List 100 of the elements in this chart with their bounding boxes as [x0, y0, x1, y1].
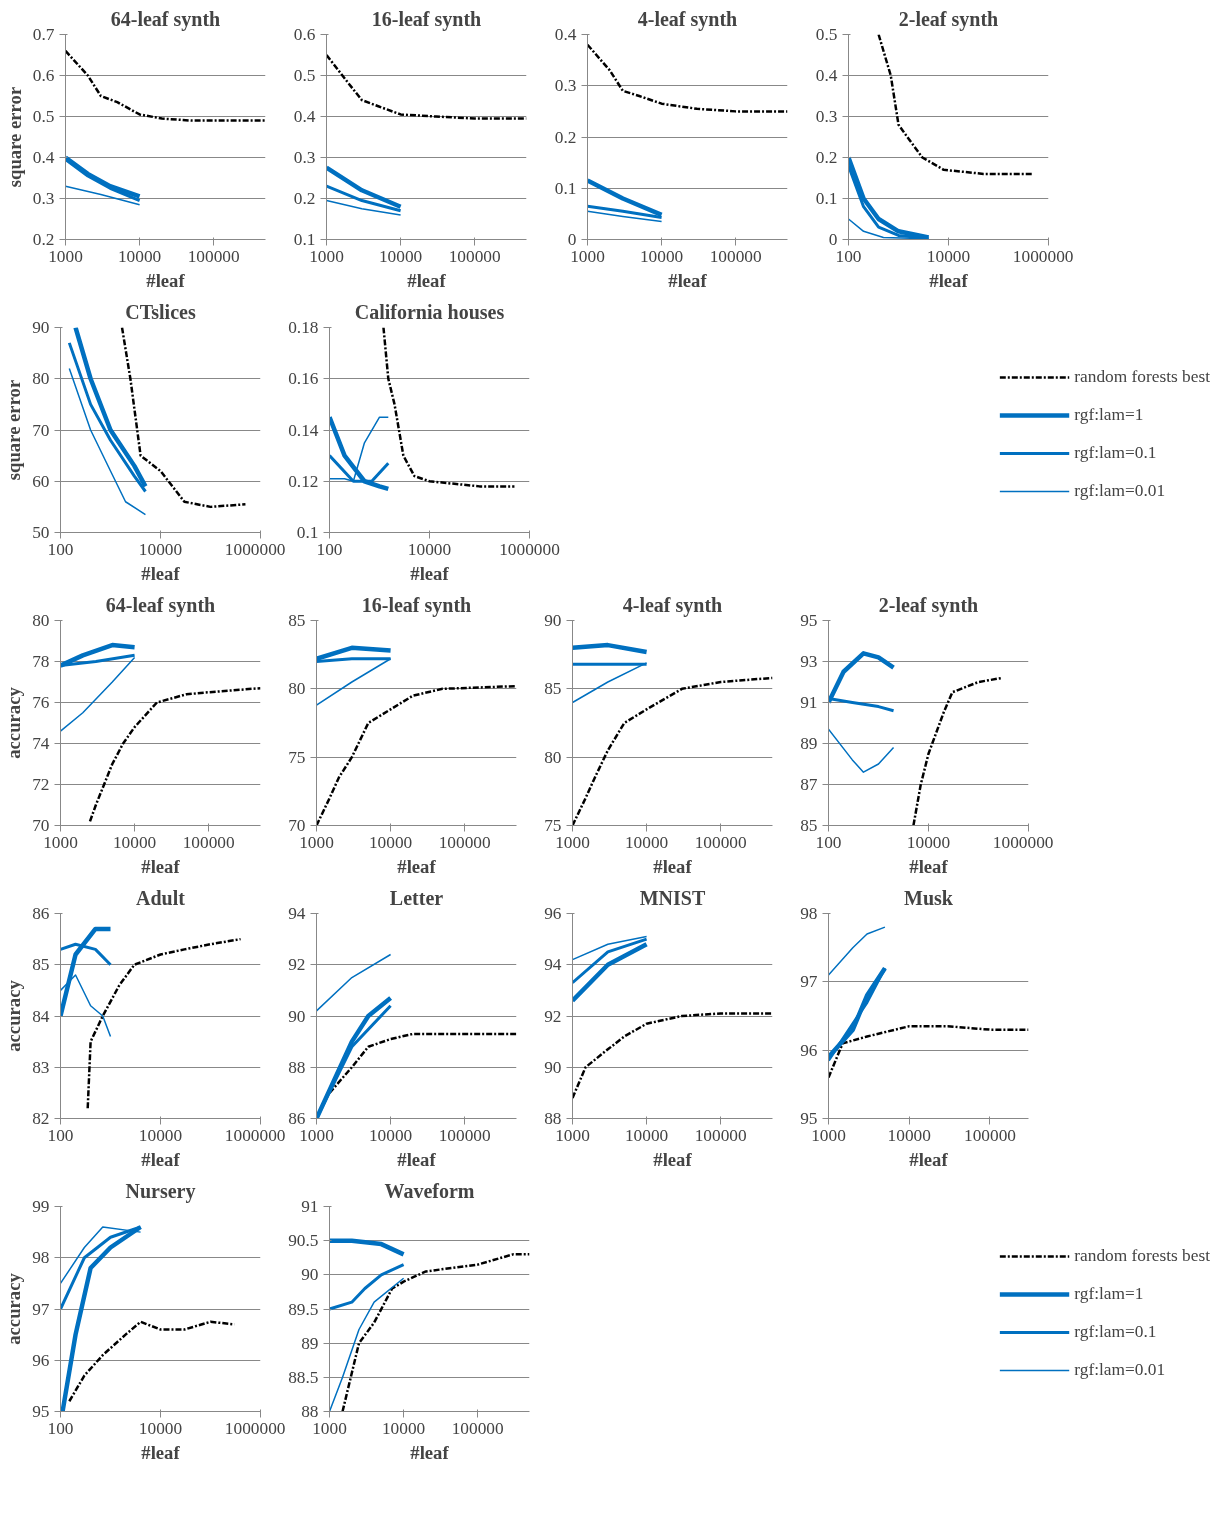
x-tick-label: 100000 — [438, 832, 491, 852]
x-tick-label: 1000 — [309, 246, 344, 266]
y-tick-label: 0.6 — [293, 25, 316, 44]
y-tick-label: 98 — [800, 904, 818, 923]
y-tick-label: 0.7 — [32, 25, 55, 44]
y-tick-label: 70 — [32, 420, 50, 440]
chart-title: California houses — [354, 300, 505, 323]
x-tick-label: 1000 — [312, 1418, 347, 1438]
chart-title: Waveform — [384, 1179, 475, 1202]
y-tick-label: 0.3 — [32, 189, 55, 208]
x-tick-label: 10000 — [368, 1125, 413, 1145]
x-tick-label: 100 — [815, 832, 842, 852]
chart-title: MNIST — [639, 886, 706, 909]
y-tick-label: 95 — [800, 1109, 818, 1128]
y-tick-label: 94 — [544, 955, 562, 975]
y-axis-title: accuracy — [3, 1272, 25, 1345]
x-tick-label: 10000 — [624, 832, 669, 852]
y-tick-label: 90 — [301, 1265, 319, 1285]
y-tick-label: 94 — [288, 904, 306, 923]
x-tick-label: 10000 — [117, 246, 162, 266]
y-tick-label: 0.2 — [32, 230, 55, 249]
y-tick-label: 78 — [32, 652, 50, 671]
y-tick-label: 88 — [301, 1402, 319, 1421]
x-tick-label: 100 — [316, 539, 343, 559]
y-tick-label: 80 — [288, 679, 306, 699]
y-tick-label: 87 — [800, 775, 818, 794]
x-tick-label: 1000000 — [224, 539, 286, 559]
y-tick-label: 80 — [32, 611, 50, 630]
chart-title: 4-leaf synth — [622, 593, 723, 617]
y-tick-label: 92 — [544, 1006, 562, 1026]
y-tick-label: 96 — [800, 1040, 818, 1060]
y-tick-label: 91 — [800, 693, 818, 712]
x-tick-label: 100000 — [694, 832, 747, 852]
y-tick-label: 0.4 — [293, 107, 316, 126]
x-axis-title: #leaf — [141, 1148, 181, 1170]
y-axis-title: accuracy — [3, 686, 25, 759]
y-tick-label: 75 — [288, 747, 306, 767]
x-tick-label: 10000 — [407, 539, 452, 559]
x-axis-title: #leaf — [141, 855, 181, 877]
x-tick-label: 100000 — [709, 246, 762, 266]
chart-title: CTslices — [125, 300, 196, 323]
y-tick-label: 96 — [32, 1350, 50, 1370]
y-tick-label: 0.3 — [815, 107, 838, 126]
y-tick-label: 0.1 — [815, 189, 838, 208]
y-tick-label: 0.18 — [288, 318, 319, 337]
x-tick-label: 100000 — [438, 1125, 491, 1145]
x-tick-label: 10000 — [112, 832, 157, 852]
x-tick-label: 1000000 — [224, 1125, 286, 1145]
y-tick-label: 88 — [288, 1057, 306, 1077]
y-tick-label: 0.16 — [288, 369, 319, 389]
x-tick-label: 100000 — [694, 1125, 747, 1145]
chart-title: 4-leaf synth — [637, 7, 738, 31]
y-tick-label: 84 — [32, 1006, 50, 1026]
y-tick-label: 0.4 — [554, 25, 577, 44]
y-tick-label: 75 — [544, 816, 562, 835]
y-axis-title: accuracy — [3, 979, 25, 1052]
x-tick-label: 10000 — [639, 246, 684, 266]
x-tick-label: 100000 — [182, 832, 235, 852]
x-tick-label: 1000 — [811, 1125, 846, 1145]
x-tick-label: 100000 — [963, 1125, 1016, 1145]
y-tick-label: 0.1 — [296, 523, 319, 542]
x-tick-label: 1000000 — [224, 1418, 286, 1438]
chart-title: 16-leaf synth — [371, 7, 482, 31]
y-tick-label: 0.5 — [293, 66, 316, 85]
y-tick-label: 90 — [544, 611, 562, 630]
y-tick-label: 74 — [32, 734, 50, 753]
x-tick-label: 1000 — [570, 246, 605, 266]
chart-title: 2-leaf synth — [898, 7, 999, 31]
chart-title: Nursery — [125, 1179, 196, 1203]
x-axis-title: #leaf — [141, 1441, 181, 1463]
x-tick-label: 1000 — [43, 832, 78, 852]
y-tick-label: 95 — [32, 1402, 50, 1421]
x-axis-title: #leaf — [410, 1441, 450, 1463]
y-tick-label: 93 — [800, 652, 818, 671]
chart-title: Letter — [389, 886, 444, 909]
x-tick-label: 10000 — [926, 246, 971, 266]
y-tick-label: 0 — [828, 230, 838, 249]
y-tick-label: 80 — [544, 747, 562, 767]
x-tick-label: 10000 — [138, 1418, 183, 1438]
y-tick-label: 76 — [32, 693, 50, 712]
x-axis-title: #leaf — [929, 269, 969, 291]
legend-label: rgf:lam=1 — [1074, 405, 1144, 425]
y-tick-label: 0.2 — [554, 127, 577, 147]
y-tick-label: 90 — [32, 318, 50, 337]
y-tick-label: 89 — [301, 1333, 319, 1353]
y-tick-label: 60 — [32, 471, 50, 491]
x-axis-title: #leaf — [407, 269, 447, 291]
y-tick-label: 99 — [32, 1197, 50, 1216]
x-tick-label: 100 — [47, 539, 74, 559]
y-tick-label: 0.2 — [815, 148, 838, 167]
x-tick-label: 1000 — [299, 832, 334, 852]
legend-label: random forests best — [1074, 367, 1210, 387]
y-tick-label: 0.12 — [288, 471, 319, 491]
y-tick-label: 85 — [288, 611, 306, 630]
y-tick-label: 80 — [32, 369, 50, 389]
y-tick-label: 0.4 — [32, 148, 55, 167]
x-axis-title: #leaf — [909, 1148, 949, 1170]
y-axis-title: square error — [3, 379, 25, 481]
x-tick-label: 100000 — [187, 246, 240, 266]
y-tick-label: 96 — [544, 904, 562, 923]
